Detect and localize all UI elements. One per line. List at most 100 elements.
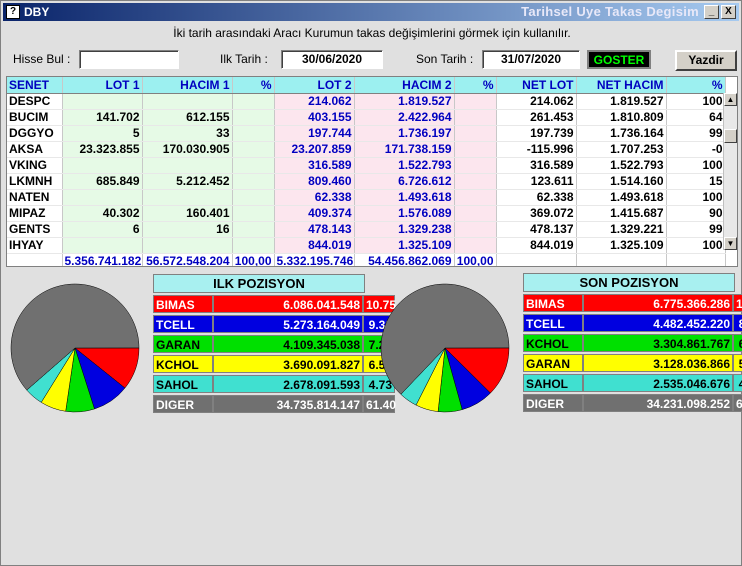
position-name: KCHOL bbox=[153, 355, 213, 373]
table-cell bbox=[454, 141, 497, 158]
position-name: TCELL bbox=[523, 314, 583, 332]
symbol-cell: IHYAY bbox=[7, 237, 63, 254]
table-cell: 99 bbox=[666, 125, 726, 142]
yazdir-button[interactable]: Yazdir bbox=[675, 50, 737, 71]
position-percent: 62.85 bbox=[733, 394, 742, 412]
total-cell: 54.456.862.069 bbox=[354, 253, 455, 266]
table-cell: 62.338 bbox=[496, 189, 577, 206]
table-cell: 809.460 bbox=[274, 173, 355, 190]
position-value: 2.678.091.593 bbox=[213, 375, 363, 393]
position-value: 5.273.164.049 bbox=[213, 315, 363, 333]
table-cell: 5.212.452 bbox=[142, 173, 233, 190]
minimize-button[interactable]: _ bbox=[704, 5, 719, 19]
table-row[interactable]: BUCIM 141.702 612.155 403.155 2.422.964 261.4… bbox=[7, 109, 726, 126]
table-cell: 197.744 bbox=[274, 125, 355, 142]
scroll-down-icon[interactable]: ▼ bbox=[724, 237, 737, 250]
position-row: KCHOL 3.690.091.827 6.52 bbox=[153, 355, 395, 373]
table-cell: 99 bbox=[666, 221, 726, 238]
table-row[interactable]: AKSA 23.323.855 170.030.905 23.207.859 171.7… bbox=[7, 141, 726, 158]
vertical-scrollbar[interactable]: ▲ ▼ bbox=[723, 93, 737, 250]
table-cell: -115.996 bbox=[496, 141, 577, 158]
position-percent: 5.74 bbox=[733, 354, 742, 372]
table-cell: 1.522.793 bbox=[354, 157, 455, 174]
table-cell: 1.329.238 bbox=[354, 221, 455, 238]
table-cell bbox=[454, 173, 497, 190]
table-row[interactable]: DGGYO 5 33 197.744 1.736.197 197.739 1.736.164… bbox=[7, 125, 726, 142]
scroll-thumb[interactable] bbox=[724, 129, 737, 143]
table-cell bbox=[142, 93, 233, 110]
column-header[interactable]: LOT 1 bbox=[62, 77, 143, 94]
app-icon[interactable]: ? bbox=[6, 5, 20, 19]
ilk-tarih-input[interactable]: 30/06/2020 bbox=[281, 50, 383, 69]
symbol-cell: DGGYO bbox=[7, 125, 63, 142]
position-row: TCELL 5.273.164.049 9.32 bbox=[153, 315, 395, 333]
table-header-row: SENET LOT 1 HACIM 1% LOT 2 HACIM 2% NET LOT NE… bbox=[7, 77, 726, 94]
son-tarih-input[interactable]: 31/07/2020 bbox=[482, 50, 580, 69]
position-value: 34.231.098.252 bbox=[583, 394, 733, 412]
position-value: 4.109.345.038 bbox=[213, 335, 363, 353]
column-header[interactable]: LOT 2 bbox=[274, 77, 355, 94]
column-header[interactable]: NET HACIM bbox=[576, 77, 667, 94]
pie-slice-diger bbox=[10, 283, 140, 391]
table-cell: 15 bbox=[666, 173, 726, 190]
hisse-search-input[interactable] bbox=[79, 50, 179, 69]
table-cell: 5 bbox=[62, 125, 143, 142]
table-cell bbox=[232, 237, 275, 254]
symbol-cell: VKING bbox=[7, 157, 63, 174]
table-row[interactable]: GENTS 6 16 478.143 1.329.238 478.137 1.329.221… bbox=[7, 221, 726, 238]
table-row[interactable]: VKING 316.589 1.522.793 316.589 1.522.793 100 bbox=[7, 157, 726, 174]
table-cell bbox=[454, 93, 497, 110]
table-cell: 90 bbox=[666, 205, 726, 222]
column-header[interactable]: SENET bbox=[7, 77, 63, 94]
table-row[interactable]: MIPAZ 40.302 160.401 409.374 1.576.089 369.07… bbox=[7, 205, 726, 222]
table-cell: 685.849 bbox=[62, 173, 143, 190]
close-button[interactable]: X bbox=[721, 5, 736, 19]
data-grid[interactable]: SENET LOT 1 HACIM 1% LOT 2 HACIM 2% NET LOT NE… bbox=[6, 76, 738, 267]
position-percent: 61.40 bbox=[363, 395, 396, 413]
position-name: GARAN bbox=[153, 335, 213, 353]
column-header[interactable]: % bbox=[666, 77, 726, 94]
table-cell: 369.072 bbox=[496, 205, 577, 222]
table-cell: 409.374 bbox=[274, 205, 355, 222]
table-cell bbox=[62, 189, 143, 206]
position-value: 34.735.814.147 bbox=[213, 395, 363, 413]
column-header[interactable]: % bbox=[232, 77, 275, 94]
table-row[interactable]: LKMNH 685.849 5.212.452 809.460 6.726.612 123… bbox=[7, 173, 726, 190]
table-cell: 478.143 bbox=[274, 221, 355, 238]
position-value: 3.128.036.866 bbox=[583, 354, 733, 372]
window-title: DBY bbox=[24, 5, 50, 19]
table-row[interactable]: NATEN 62.338 1.493.618 62.338 1.493.618 100 bbox=[7, 189, 726, 206]
column-header[interactable]: % bbox=[454, 77, 497, 94]
table-row[interactable]: IHYAY 844.019 1.325.109 844.019 1.325.109 100 bbox=[7, 237, 726, 254]
table-cell: 1.325.109 bbox=[354, 237, 455, 254]
scroll-up-icon[interactable]: ▲ bbox=[724, 93, 737, 106]
table-cell: 100 bbox=[666, 237, 726, 254]
table-cell bbox=[232, 189, 275, 206]
position-name: SAHOL bbox=[523, 374, 583, 392]
symbol-cell: BUCIM bbox=[7, 109, 63, 126]
goster-button[interactable]: GOSTER bbox=[587, 50, 651, 69]
table-cell: 170.030.905 bbox=[142, 141, 233, 158]
symbol-cell: MIPAZ bbox=[7, 205, 63, 222]
position-percent: 10.75 bbox=[363, 295, 396, 313]
table-cell bbox=[232, 157, 275, 174]
table-cell bbox=[232, 93, 275, 110]
column-header[interactable]: HACIM 2 bbox=[354, 77, 455, 94]
table-cell bbox=[232, 109, 275, 126]
table-cell: 197.739 bbox=[496, 125, 577, 142]
table-cell: 1.329.221 bbox=[576, 221, 667, 238]
table-cell bbox=[454, 205, 497, 222]
table-row[interactable]: DESPC 214.062 1.819.527 214.062 1.819.527 100 bbox=[7, 93, 726, 110]
total-cell bbox=[7, 253, 63, 266]
position-name: GARAN bbox=[523, 354, 583, 372]
table-cell: 6.726.612 bbox=[354, 173, 455, 190]
column-header[interactable]: NET LOT bbox=[496, 77, 577, 94]
column-header[interactable]: HACIM 1 bbox=[142, 77, 233, 94]
total-cell: 100,00 bbox=[454, 253, 497, 266]
symbol-cell: NATEN bbox=[7, 189, 63, 206]
table-cell: 23.323.855 bbox=[62, 141, 143, 158]
